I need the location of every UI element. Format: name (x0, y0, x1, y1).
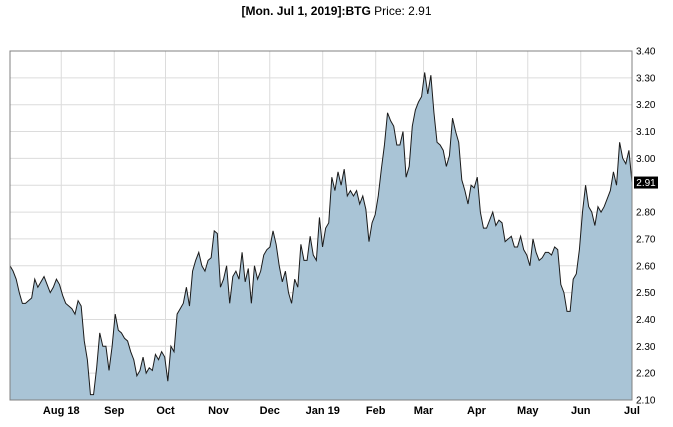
x-axis-ticks: Aug 18 Sep Oct Nov Dec Jan 19 Feb Mar Apr May Jun J… (43, 405, 640, 417)
y-tick-label: 2.40 (636, 315, 656, 326)
y-tick-label: 3.00 (636, 154, 656, 165)
title-date: [Mon. Jul 1, 2019]: (241, 4, 346, 18)
y-axis-ticks: 2.102.202.302.402.502.602.702.802.903.00… (636, 47, 656, 407)
x-tick-label: Dec (260, 405, 280, 417)
y-tick-label: 2.50 (636, 288, 656, 299)
x-tick-label: Jan 19 (306, 405, 340, 417)
price-line (9, 72, 633, 396)
x-tick-label: Apr (467, 405, 487, 417)
y-tick-label: 3.30 (636, 73, 656, 84)
y-tick-label: 2.10 (636, 396, 656, 407)
x-tick-label: Feb (366, 405, 386, 417)
y-tick-label: 2.70 (636, 234, 656, 245)
y-tick-label: 2.20 (636, 369, 656, 380)
x-tick-label: Aug 18 (43, 405, 80, 417)
plot-border (9, 50, 633, 401)
x-tick-label: Oct (156, 405, 175, 417)
last-price-text: 2.91 (636, 178, 656, 189)
last-price-box (634, 176, 658, 189)
x-tick-label: Jul (624, 405, 640, 417)
y-tick-label: 2.80 (636, 208, 656, 219)
y-tick-label: 3.20 (636, 100, 656, 111)
chart-title: [Mon. Jul 1, 2019]:BTG Price: 2.91 (0, 4, 673, 18)
x-tick-label: Sep (104, 405, 124, 417)
title-price-label: Price: (370, 4, 409, 18)
y-tick-label: 2.30 (636, 342, 656, 353)
y-tick-label: 2.60 (636, 261, 656, 272)
y-tick-label: 3.40 (636, 47, 656, 58)
x-tick-label: Jun (571, 405, 591, 417)
title-symbol: BTG (345, 4, 371, 18)
x-tick-label: May (517, 405, 539, 417)
title-price-value: 2.91 (408, 4, 432, 18)
x-tick-label: Mar (414, 405, 434, 417)
last-price-label: 2.91 (634, 176, 658, 189)
y-tick-label: 3.10 (636, 127, 656, 138)
x-tick-label: Nov (208, 405, 230, 417)
